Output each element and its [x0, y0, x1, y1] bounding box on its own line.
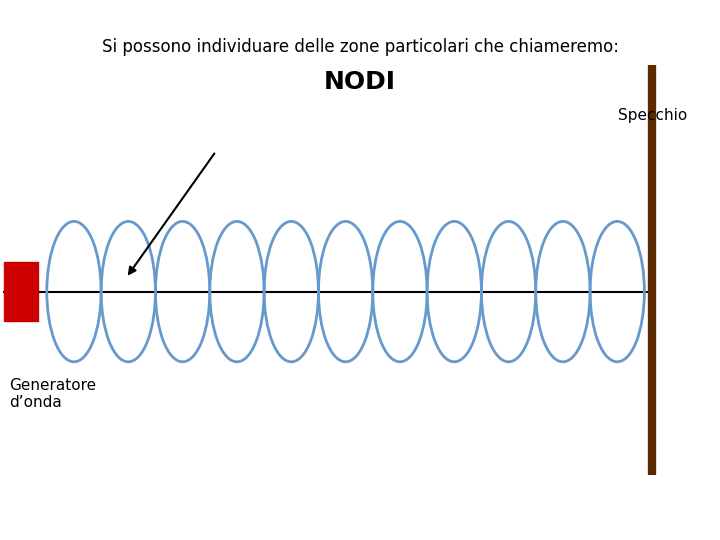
Text: Si possono individuare delle zone particolari che chiameremo:: Si possono individuare delle zone partic… [102, 38, 618, 56]
Text: NODI: NODI [324, 70, 396, 94]
Text: Specchio: Specchio [618, 108, 688, 123]
Bar [4, 262, 38, 321]
Text: Generatore
d’onda: Generatore d’onda [9, 378, 96, 410]
